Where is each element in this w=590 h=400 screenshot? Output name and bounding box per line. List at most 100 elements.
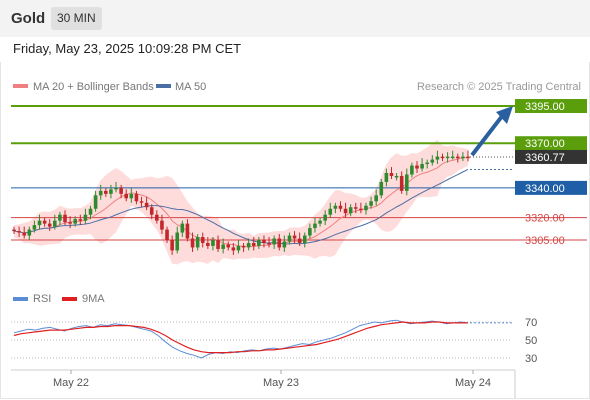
level-tag-3370.00 xyxy=(515,136,587,151)
candle-body xyxy=(318,220,322,224)
candle-body xyxy=(53,220,57,227)
level-label-3340.00: 3340.00 xyxy=(525,183,565,195)
ma50-legend-swatch xyxy=(156,84,171,88)
candle-body xyxy=(359,208,363,211)
candle-body xyxy=(369,201,373,206)
candle-body xyxy=(78,219,83,221)
current-price-label: 3360.77 xyxy=(525,152,565,164)
candle-body xyxy=(308,228,312,236)
level-label-3370.00: 3370.00 xyxy=(525,138,565,150)
candle-body xyxy=(323,214,327,221)
candle-body xyxy=(12,229,16,232)
candle-body xyxy=(277,238,282,248)
candle-body xyxy=(272,238,276,245)
candle-body xyxy=(17,231,21,233)
candle-body xyxy=(445,156,450,159)
candle-body xyxy=(384,173,389,182)
projection-arrow xyxy=(470,113,505,157)
timestamp: Friday, May 23, 2025 10:09:28 PM CET xyxy=(13,41,242,56)
candle-body xyxy=(180,223,185,233)
candle-body xyxy=(348,207,353,214)
x-tick-label: May 23 xyxy=(263,377,299,389)
candle-body xyxy=(338,205,343,209)
candle-body xyxy=(144,202,149,208)
candle-body xyxy=(466,156,470,159)
candle-body xyxy=(440,156,445,159)
candle-body xyxy=(343,208,348,214)
rsi-ma-line xyxy=(13,321,468,354)
level-tag-3395.00 xyxy=(515,99,587,113)
candle-body xyxy=(32,225,37,230)
candle-body xyxy=(364,205,368,211)
candle-body xyxy=(450,156,455,159)
candle-body xyxy=(302,235,307,243)
candle-body xyxy=(134,193,139,202)
rsi-level-label-30: 30 xyxy=(525,353,537,365)
candle-body xyxy=(42,220,47,224)
candle-body xyxy=(98,190,103,196)
candle-body xyxy=(73,219,78,224)
x-tick-label: May 22 xyxy=(53,377,89,389)
candle-body xyxy=(22,232,27,236)
candle-body xyxy=(425,162,429,165)
candle-body xyxy=(93,195,98,209)
candle-body xyxy=(435,156,440,160)
candle-body xyxy=(139,201,144,203)
candle-body xyxy=(251,242,256,246)
x-tick-label: May 24 xyxy=(455,377,491,389)
ma50-line xyxy=(13,168,469,245)
candle-body xyxy=(68,222,72,224)
candle-body xyxy=(461,156,465,159)
candle-body xyxy=(58,214,62,221)
candle-body xyxy=(37,220,42,226)
rsi-ma-legend-label: 9MA xyxy=(82,293,105,305)
copyright-label: Research © 2025 Trading Central xyxy=(417,81,581,93)
ma20-line xyxy=(13,156,469,248)
candle-body xyxy=(313,223,317,229)
candle-body xyxy=(374,195,378,202)
candle-body xyxy=(455,156,460,159)
timeframe-badge[interactable]: 30 MIN xyxy=(51,7,102,30)
candle-body xyxy=(211,240,215,246)
candle-body xyxy=(292,235,297,239)
bollinger-band xyxy=(14,139,468,265)
rsi-line xyxy=(13,319,469,359)
current-price-tag xyxy=(515,149,587,164)
level-tag-3340.00 xyxy=(515,180,587,195)
candle-body xyxy=(241,245,246,248)
candle-body xyxy=(88,208,93,215)
candle-body xyxy=(379,181,384,196)
candle-body xyxy=(124,193,129,199)
candle-body xyxy=(216,240,220,249)
candle-body xyxy=(155,214,159,221)
level-label-3305.00: 3305.00 xyxy=(525,235,565,247)
candle-body xyxy=(83,214,88,221)
candle-body xyxy=(149,207,154,215)
candle-body xyxy=(333,205,338,209)
rsi-level-label-70: 70 xyxy=(525,317,537,329)
candle-body xyxy=(297,238,302,243)
rsi-legend-label: RSI xyxy=(33,293,51,305)
candle-body xyxy=(129,193,134,199)
candle-body xyxy=(109,189,113,194)
rsi-level-label-50: 50 xyxy=(525,335,537,347)
candle-body xyxy=(257,240,261,246)
candle-body xyxy=(63,214,67,223)
candle-body xyxy=(415,165,419,169)
candle-body xyxy=(231,247,236,251)
rsi-legend-swatch xyxy=(13,297,28,301)
candle-body xyxy=(175,232,180,251)
candle-body xyxy=(165,229,169,240)
candle-body xyxy=(226,244,231,248)
symbol-title: Gold xyxy=(11,10,46,27)
candle-body xyxy=(170,240,174,251)
level-label-3395.00: 3395.00 xyxy=(525,101,565,113)
candle-body xyxy=(404,174,409,191)
rsi-ma-legend-swatch xyxy=(62,297,77,301)
candle-body xyxy=(262,240,266,243)
candle-body xyxy=(114,187,118,190)
candle-body xyxy=(389,173,394,176)
candle-body xyxy=(399,175,404,191)
candle-body xyxy=(267,242,271,245)
candle-body xyxy=(104,190,108,194)
